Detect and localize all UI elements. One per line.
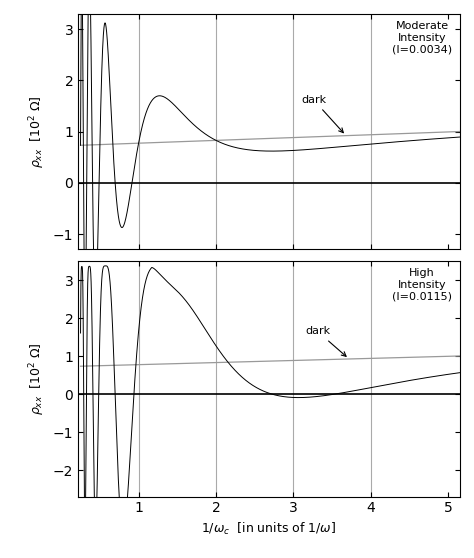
X-axis label: 1/$\omega_c$  [in units of 1/$\omega$]: 1/$\omega_c$ [in units of 1/$\omega$]: [201, 521, 337, 537]
Text: Moderate
Intensity
(I=0.0034): Moderate Intensity (I=0.0034): [392, 21, 452, 54]
Y-axis label: $\rho_{xx}$  [10$^2$ $\Omega$]: $\rho_{xx}$ [10$^2$ $\Omega$]: [27, 95, 47, 168]
Text: dark: dark: [301, 95, 343, 133]
Text: dark: dark: [305, 326, 346, 357]
Y-axis label: $\rho_{xx}$  [10$^2$ $\Omega$]: $\rho_{xx}$ [10$^2$ $\Omega$]: [27, 343, 47, 415]
Text: High
Intensity
(I=0.0115): High Intensity (I=0.0115): [392, 268, 452, 301]
